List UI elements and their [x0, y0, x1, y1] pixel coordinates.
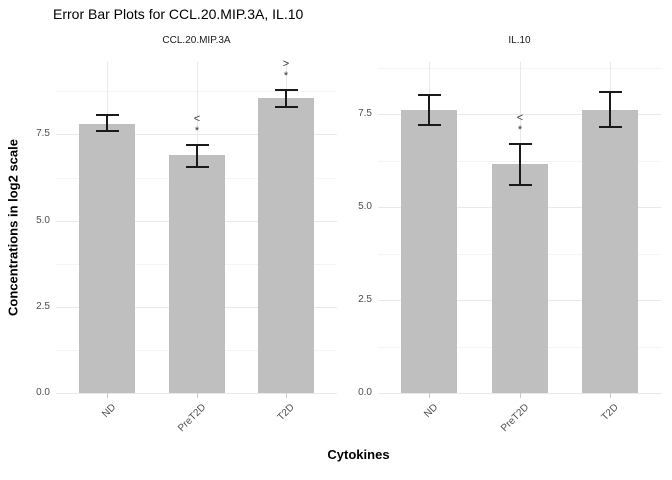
- x-tick-label: PreT2D: [498, 402, 531, 435]
- error-bar-cap-bottom: [417, 124, 441, 127]
- error-bar-cap-bottom: [185, 166, 209, 169]
- error-bar-cap-bottom: [95, 129, 119, 132]
- bar: [79, 124, 135, 393]
- x-tick-label: T2D: [275, 402, 297, 424]
- y-tick-label: 2.5: [36, 300, 50, 312]
- error-bar-cap-top: [185, 143, 209, 146]
- error-bar-cap-top: [417, 94, 441, 97]
- x-tick-label: ND: [421, 402, 440, 420]
- x-axis-title: Cytokines: [327, 447, 390, 462]
- minor-gridline: [56, 91, 337, 93]
- error-bar-cap-bottom: [508, 183, 532, 186]
- plot-title: Error Bar Plots for CCL.20.MIP.3A, IL.10: [53, 6, 304, 22]
- bar: [492, 164, 548, 393]
- y-tick-label: 5.0: [36, 214, 50, 226]
- x-tick-mark: [286, 393, 287, 398]
- x-tick-label: PreT2D: [175, 402, 208, 435]
- facet-strip-label: CCL.20.MIP.3A: [162, 35, 231, 46]
- significance-annotation: > *: [282, 57, 290, 82]
- x-tick-label: T2D: [599, 402, 621, 424]
- y-tick-label: 0.0: [358, 387, 372, 398]
- y-tick-label: 0.0: [36, 387, 50, 398]
- bar: [401, 110, 457, 393]
- error-bar-line: [428, 95, 430, 126]
- bar: [582, 110, 638, 393]
- significance-annotation: < *: [516, 111, 524, 136]
- error-bar-line: [285, 89, 287, 107]
- x-tick-mark: [610, 393, 611, 398]
- major-gridline: [56, 134, 337, 136]
- x-tick-mark: [107, 393, 108, 398]
- facet-panel: < *: [378, 62, 661, 394]
- y-tick-label: 2.5: [358, 294, 372, 306]
- x-tick-mark: [520, 393, 521, 398]
- facet-strip-label: IL.10: [508, 35, 531, 46]
- y-tick-label: 7.5: [36, 128, 50, 140]
- error-bar-cap-top: [95, 114, 119, 117]
- x-tick-mark: [197, 393, 198, 398]
- error-bar-cap-top: [508, 142, 532, 145]
- error-bar-line: [106, 115, 108, 131]
- y-tick-label: 5.0: [358, 201, 372, 213]
- error-bar-cap-top: [274, 88, 298, 91]
- error-bar-cap-bottom: [598, 126, 622, 129]
- y-tick-label: 7.5: [358, 108, 372, 120]
- bar: [169, 155, 225, 393]
- major-gridline: [378, 393, 661, 394]
- error-bar-line: [519, 143, 521, 185]
- error-bar-line: [609, 91, 611, 128]
- major-gridline: [56, 393, 337, 394]
- y-axis-title: Concentrations in log2 scale: [5, 139, 21, 316]
- error-bar-cap-bottom: [274, 105, 298, 108]
- facet-panel: < * > *: [56, 58, 337, 394]
- significance-annotation: < *: [193, 112, 201, 137]
- x-tick-mark: [429, 393, 430, 398]
- bar: [258, 98, 314, 393]
- error-bar-line: [196, 144, 198, 168]
- x-tick-label: ND: [99, 402, 118, 420]
- minor-gridline: [378, 67, 661, 69]
- major-gridline: [378, 114, 661, 116]
- error-bar-cap-top: [598, 90, 622, 93]
